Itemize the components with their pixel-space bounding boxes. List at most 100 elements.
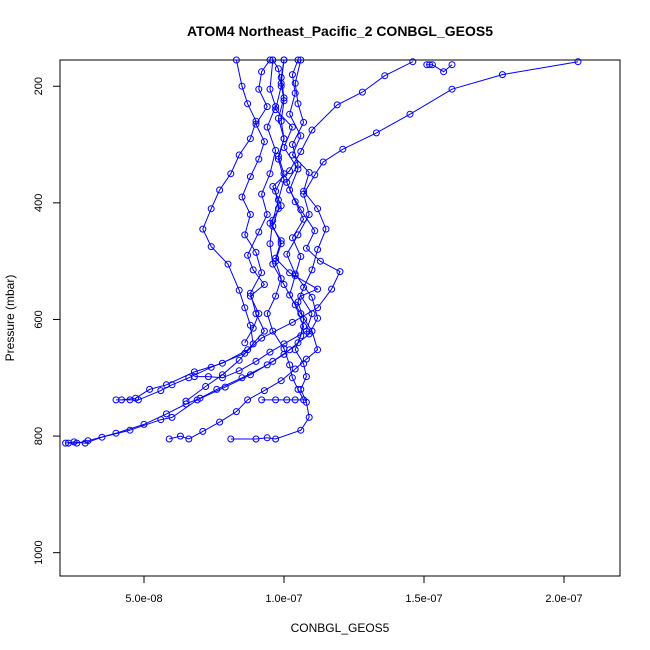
data-point [241, 339, 249, 347]
data-point [302, 373, 310, 381]
data-point [207, 243, 215, 251]
data-point [291, 198, 299, 206]
data-point [288, 141, 296, 148]
data-point [322, 225, 330, 233]
data-point [118, 396, 126, 404]
data-point [202, 383, 210, 390]
data-point [249, 266, 257, 274]
data-point [448, 85, 456, 93]
data-point [277, 275, 285, 283]
data-point [132, 394, 140, 402]
data-point [249, 324, 257, 332]
data-point [277, 377, 285, 385]
data-point [263, 123, 271, 131]
data-point [263, 361, 271, 369]
data-point [286, 110, 294, 118]
data-point [157, 387, 165, 395]
data-point [238, 193, 246, 201]
y-tick-label: 600 [33, 310, 45, 328]
series-line [426, 64, 453, 73]
data-point [266, 56, 274, 64]
y-tick-label: 400 [33, 194, 45, 212]
data-point [314, 314, 322, 322]
data-point [300, 316, 308, 323]
data-point [235, 367, 243, 375]
data-point [333, 101, 341, 109]
data-point [294, 231, 302, 239]
data-point [297, 292, 305, 300]
data-point [235, 286, 243, 294]
data-point [328, 285, 336, 293]
data-point [246, 173, 254, 181]
data-point [269, 56, 277, 64]
y-axis: 200 400 600 800 1000 [33, 77, 61, 565]
data-point [246, 135, 254, 143]
series-profile [112, 56, 344, 404]
data-point [227, 170, 235, 178]
data-point [291, 365, 299, 373]
series-layer [62, 56, 582, 447]
data-point [266, 170, 274, 178]
series-line [65, 61, 579, 444]
series-profile [165, 56, 322, 443]
series-line [68, 59, 305, 444]
data-point [294, 161, 302, 169]
data-point [297, 148, 305, 155]
data-point [426, 61, 434, 69]
data-point [260, 138, 268, 146]
x-tick-label: 1.0e-07 [265, 593, 302, 605]
data-point [308, 266, 316, 274]
data-point [339, 145, 347, 153]
series-line [244, 59, 277, 344]
data-point [448, 61, 456, 69]
data-point [258, 396, 266, 404]
data-point [286, 167, 294, 175]
data-point [255, 228, 263, 236]
data-point [274, 65, 282, 73]
data-point [280, 56, 288, 64]
data-point [224, 260, 232, 268]
data-point [272, 396, 280, 404]
data-point [255, 310, 263, 318]
data-point [157, 416, 165, 424]
data-point [305, 169, 313, 176]
data-point [311, 227, 319, 235]
x-axis: 5.0e-08 1.0e-07 1.5e-07 2.0e-07 [125, 575, 583, 605]
data-point [300, 396, 308, 404]
data-point [302, 244, 310, 252]
data-point [311, 171, 319, 179]
data-point [291, 346, 299, 354]
data-point [126, 426, 134, 434]
data-point [319, 158, 327, 166]
data-point [165, 435, 173, 443]
series-line [169, 59, 319, 440]
data-point [260, 387, 268, 395]
data-point [185, 435, 193, 443]
data-point [190, 368, 198, 376]
series-profile [423, 61, 456, 76]
data-point [260, 327, 268, 335]
data-point [274, 152, 282, 160]
data-point [207, 205, 215, 213]
x-tick-label: 1.5e-07 [405, 593, 442, 605]
data-point [272, 146, 280, 154]
data-point [277, 237, 285, 245]
x-tick-label: 2.0e-07 [545, 593, 582, 605]
data-point [280, 345, 288, 353]
data-point [255, 85, 263, 93]
data-point [428, 61, 436, 69]
data-point [232, 56, 240, 64]
data-point [336, 268, 344, 276]
data-point [252, 117, 260, 125]
data-point [274, 196, 282, 204]
data-point [258, 190, 266, 198]
data-point [283, 178, 291, 186]
data-point [263, 310, 271, 318]
data-point [291, 396, 299, 404]
data-point [244, 251, 252, 259]
data-point [288, 374, 296, 382]
data-point [294, 100, 302, 108]
data-point [162, 410, 170, 418]
data-point [263, 103, 271, 111]
